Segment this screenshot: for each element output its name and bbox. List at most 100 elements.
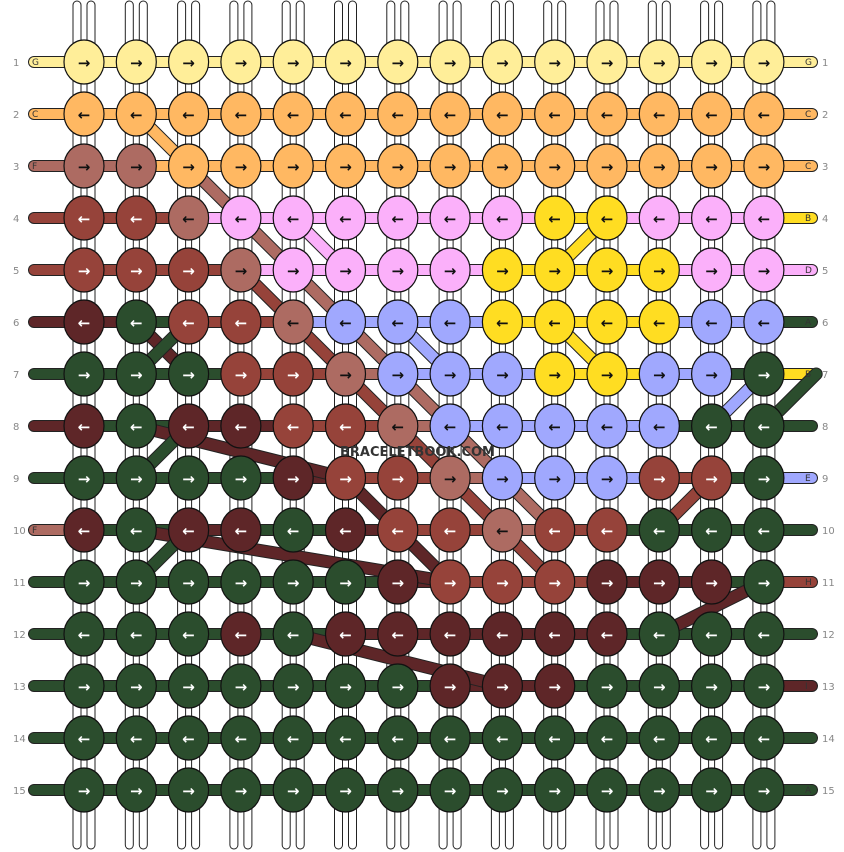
knot [429,715,471,761]
knot-arrow-icon: ← [653,418,666,436]
knot-arrow-icon: ← [78,314,91,332]
knot-arrow-icon: ← [653,210,666,228]
knot [429,507,471,553]
knot-arrow-icon: → [758,262,771,280]
knot [63,767,105,813]
knot [377,663,419,709]
knot-arrow-icon: → [496,262,509,280]
knot [377,455,419,501]
knot [115,39,157,85]
row-number-right: 1 [822,58,828,69]
knot-arrow-icon: ← [182,626,195,644]
knot-arrow-icon: → [287,782,300,800]
knot [743,611,785,657]
knot-arrow-icon: ← [287,730,300,748]
knot [272,299,314,345]
knot-arrow-icon: ← [182,418,195,436]
knot [481,195,523,241]
knot [220,559,262,605]
knot [220,663,262,709]
knot [743,507,785,553]
knot [743,455,785,501]
knot-arrow-icon: → [444,158,457,176]
knot [324,299,367,345]
knot [481,767,523,813]
knot [429,351,471,397]
knot-arrow-icon: ← [392,106,405,124]
knot-arrow-icon: ← [496,730,509,748]
knot-arrow-icon: → [758,470,771,488]
knot [272,507,314,553]
knot-arrow-icon: → [653,54,666,72]
knot-arrow-icon: → [758,158,771,176]
knot [272,91,314,137]
knot-arrow-icon: → [78,782,91,800]
knot [115,507,157,553]
row-number-left: 12 [13,630,26,641]
knot [377,91,419,137]
knot-arrow-icon: → [444,262,457,280]
knot [272,715,314,761]
knot [534,403,576,449]
knot [63,247,105,293]
knot [168,351,210,397]
knot [429,663,471,709]
knot-arrow-icon: ← [235,210,248,228]
row-number-left: 3 [13,162,19,173]
knot-arrow-icon: ← [496,522,509,540]
row-number-right: 10 [822,526,835,537]
knot-arrow-icon: ← [339,522,352,540]
knot-arrow-icon: → [392,574,405,592]
knot-arrow-icon: → [705,678,718,696]
knot-arrow-icon: → [339,54,352,72]
knot [586,715,628,761]
knot [638,559,680,605]
knot [429,247,471,293]
knot [690,767,733,813]
knot [429,299,471,345]
knot-arrow-icon: → [444,470,457,488]
knot-arrow-icon: → [78,54,91,72]
row-number-left: 11 [13,578,26,589]
knot [743,39,785,85]
knot-arrow-icon: → [182,574,195,592]
knot-arrow-icon: ← [235,418,248,436]
knot [429,195,471,241]
knot [638,91,680,137]
knot-arrow-icon: ← [78,730,91,748]
knot [324,39,367,85]
row-number-right: 7 [822,370,828,381]
knot-arrow-icon: ← [130,418,143,436]
knot [586,195,628,241]
knot [63,39,105,85]
knot-arrow-icon: ← [287,210,300,228]
knot [638,663,680,709]
knot-arrow-icon: → [287,678,300,696]
knot [429,143,471,189]
knot [481,455,523,501]
knot [690,663,733,709]
knot [586,299,628,345]
knot [63,351,105,397]
knot [638,143,680,189]
knot-arrow-icon: ← [601,626,614,644]
knot [586,663,628,709]
knot-arrow-icon: ← [653,106,666,124]
row-number-left: 1 [13,58,19,69]
knot-arrow-icon: ← [339,418,352,436]
knot-arrow-icon: → [339,678,352,696]
knot-arrow-icon: ← [339,106,352,124]
knot-arrow-icon: ← [339,730,352,748]
knot [324,611,367,657]
knot-arrow-icon: → [182,470,195,488]
knot [272,351,314,397]
row-number-right: 13 [822,682,835,693]
right-thread-label: E [805,474,811,484]
knot-arrow-icon: ← [601,730,614,748]
knot-arrow-icon: → [235,782,248,800]
knot-arrow-icon: → [182,262,195,280]
knot-grid: → → → → → → → → → → → → → → ← ← ← ← ← ← ← ← ← ← ← ← ← ← → → → → → → → → → → → →… [63,39,785,813]
knot-arrow-icon: ← [339,210,352,228]
knot [586,247,628,293]
